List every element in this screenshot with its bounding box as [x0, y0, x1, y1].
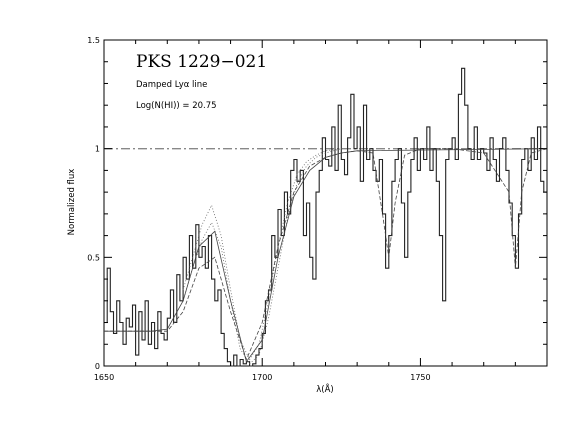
y-axis-label: Normalized flux: [67, 169, 77, 236]
model-profile-line-3: [182, 148, 342, 365]
chart-title: PKS 1229−021: [136, 52, 267, 72]
y-tick-label: 1: [95, 145, 100, 154]
tick-group: 1650 1700 1750 0 0.5 1 1.5: [87, 36, 548, 382]
model-profile-line-1: [104, 148, 548, 361]
x-tick-label: 1650: [94, 373, 114, 382]
x-tick-label: 1700: [252, 373, 272, 382]
annotation-line-name: Damped Lyα line: [136, 80, 207, 90]
annotation-column-density: Log(N(HI)) = 20.75: [136, 101, 217, 111]
model-profile-line-2: [182, 148, 342, 361]
x-axis-label: λ(Å): [316, 383, 333, 395]
model-profile-line-4: [104, 148, 548, 363]
y-tick-label: 0.5: [87, 253, 100, 262]
y-tick-label: 0: [95, 362, 100, 371]
x-tick-label: 1750: [410, 373, 430, 382]
observed-spectrum-line: [104, 67, 547, 367]
y-tick-label: 1.5: [87, 36, 100, 45]
series-group: [104, 67, 548, 367]
